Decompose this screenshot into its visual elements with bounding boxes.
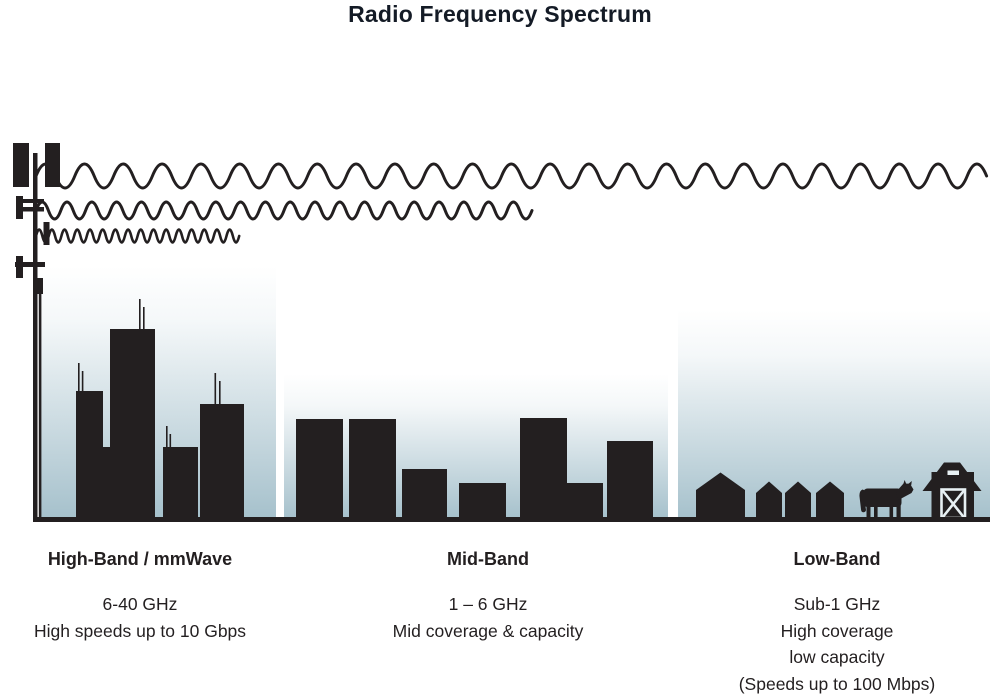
page-title: Radio Frequency Spectrum: [348, 1, 652, 27]
barn-loft-door: [947, 470, 959, 475]
low-band-frequency: Sub-1 GHz: [793, 594, 881, 614]
cow-icon: [859, 480, 914, 520]
spectrum-illustration: [13, 143, 990, 522]
barn-icon: [922, 462, 982, 520]
house-icon: [816, 481, 844, 518]
low-band-detail: low capacity: [789, 647, 885, 667]
short-wavelength-wave-icon: [34, 228, 241, 244]
mid-band-frequency: 1 – 6 GHz: [448, 594, 528, 614]
medium-wavelength-wave-icon: [34, 200, 534, 221]
low-band-detail: High coverage: [780, 620, 894, 641]
high-band-title: High-Band / mmWave: [47, 549, 233, 569]
mid-rise-buildings-icon: [296, 418, 653, 518]
high-band-frequency: 6-40 GHz: [102, 594, 178, 614]
band-label-high: High-Band / mmWave 6-40 GHz High speeds …: [10, 547, 270, 644]
band-label-low: Low-Band Sub-1 GHz High coverage low cap…: [707, 547, 967, 697]
city-skyline-icon: [76, 299, 244, 518]
long-wavelength-wave-icon: [34, 162, 989, 190]
low-band-title: Low-Band: [793, 549, 881, 569]
low-band-detail: (Speeds up to 100 Mbps): [738, 673, 936, 694]
mid-band-title: Mid-Band: [447, 549, 529, 569]
high-band-detail: High speeds up to 10 Gbps: [33, 620, 247, 641]
house-icon: [756, 481, 782, 518]
band-label-mid: Mid-Band 1 – 6 GHz Mid coverage & capaci…: [358, 547, 618, 644]
house-icon: [696, 472, 745, 518]
farm-scene-icon: [696, 462, 982, 520]
cell-tower-icon: [13, 143, 60, 517]
ground-line: [33, 517, 990, 522]
barn-crossbuck-door: [940, 488, 967, 520]
house-icon: [785, 481, 811, 518]
mid-band-detail: Mid coverage & capacity: [392, 620, 584, 641]
